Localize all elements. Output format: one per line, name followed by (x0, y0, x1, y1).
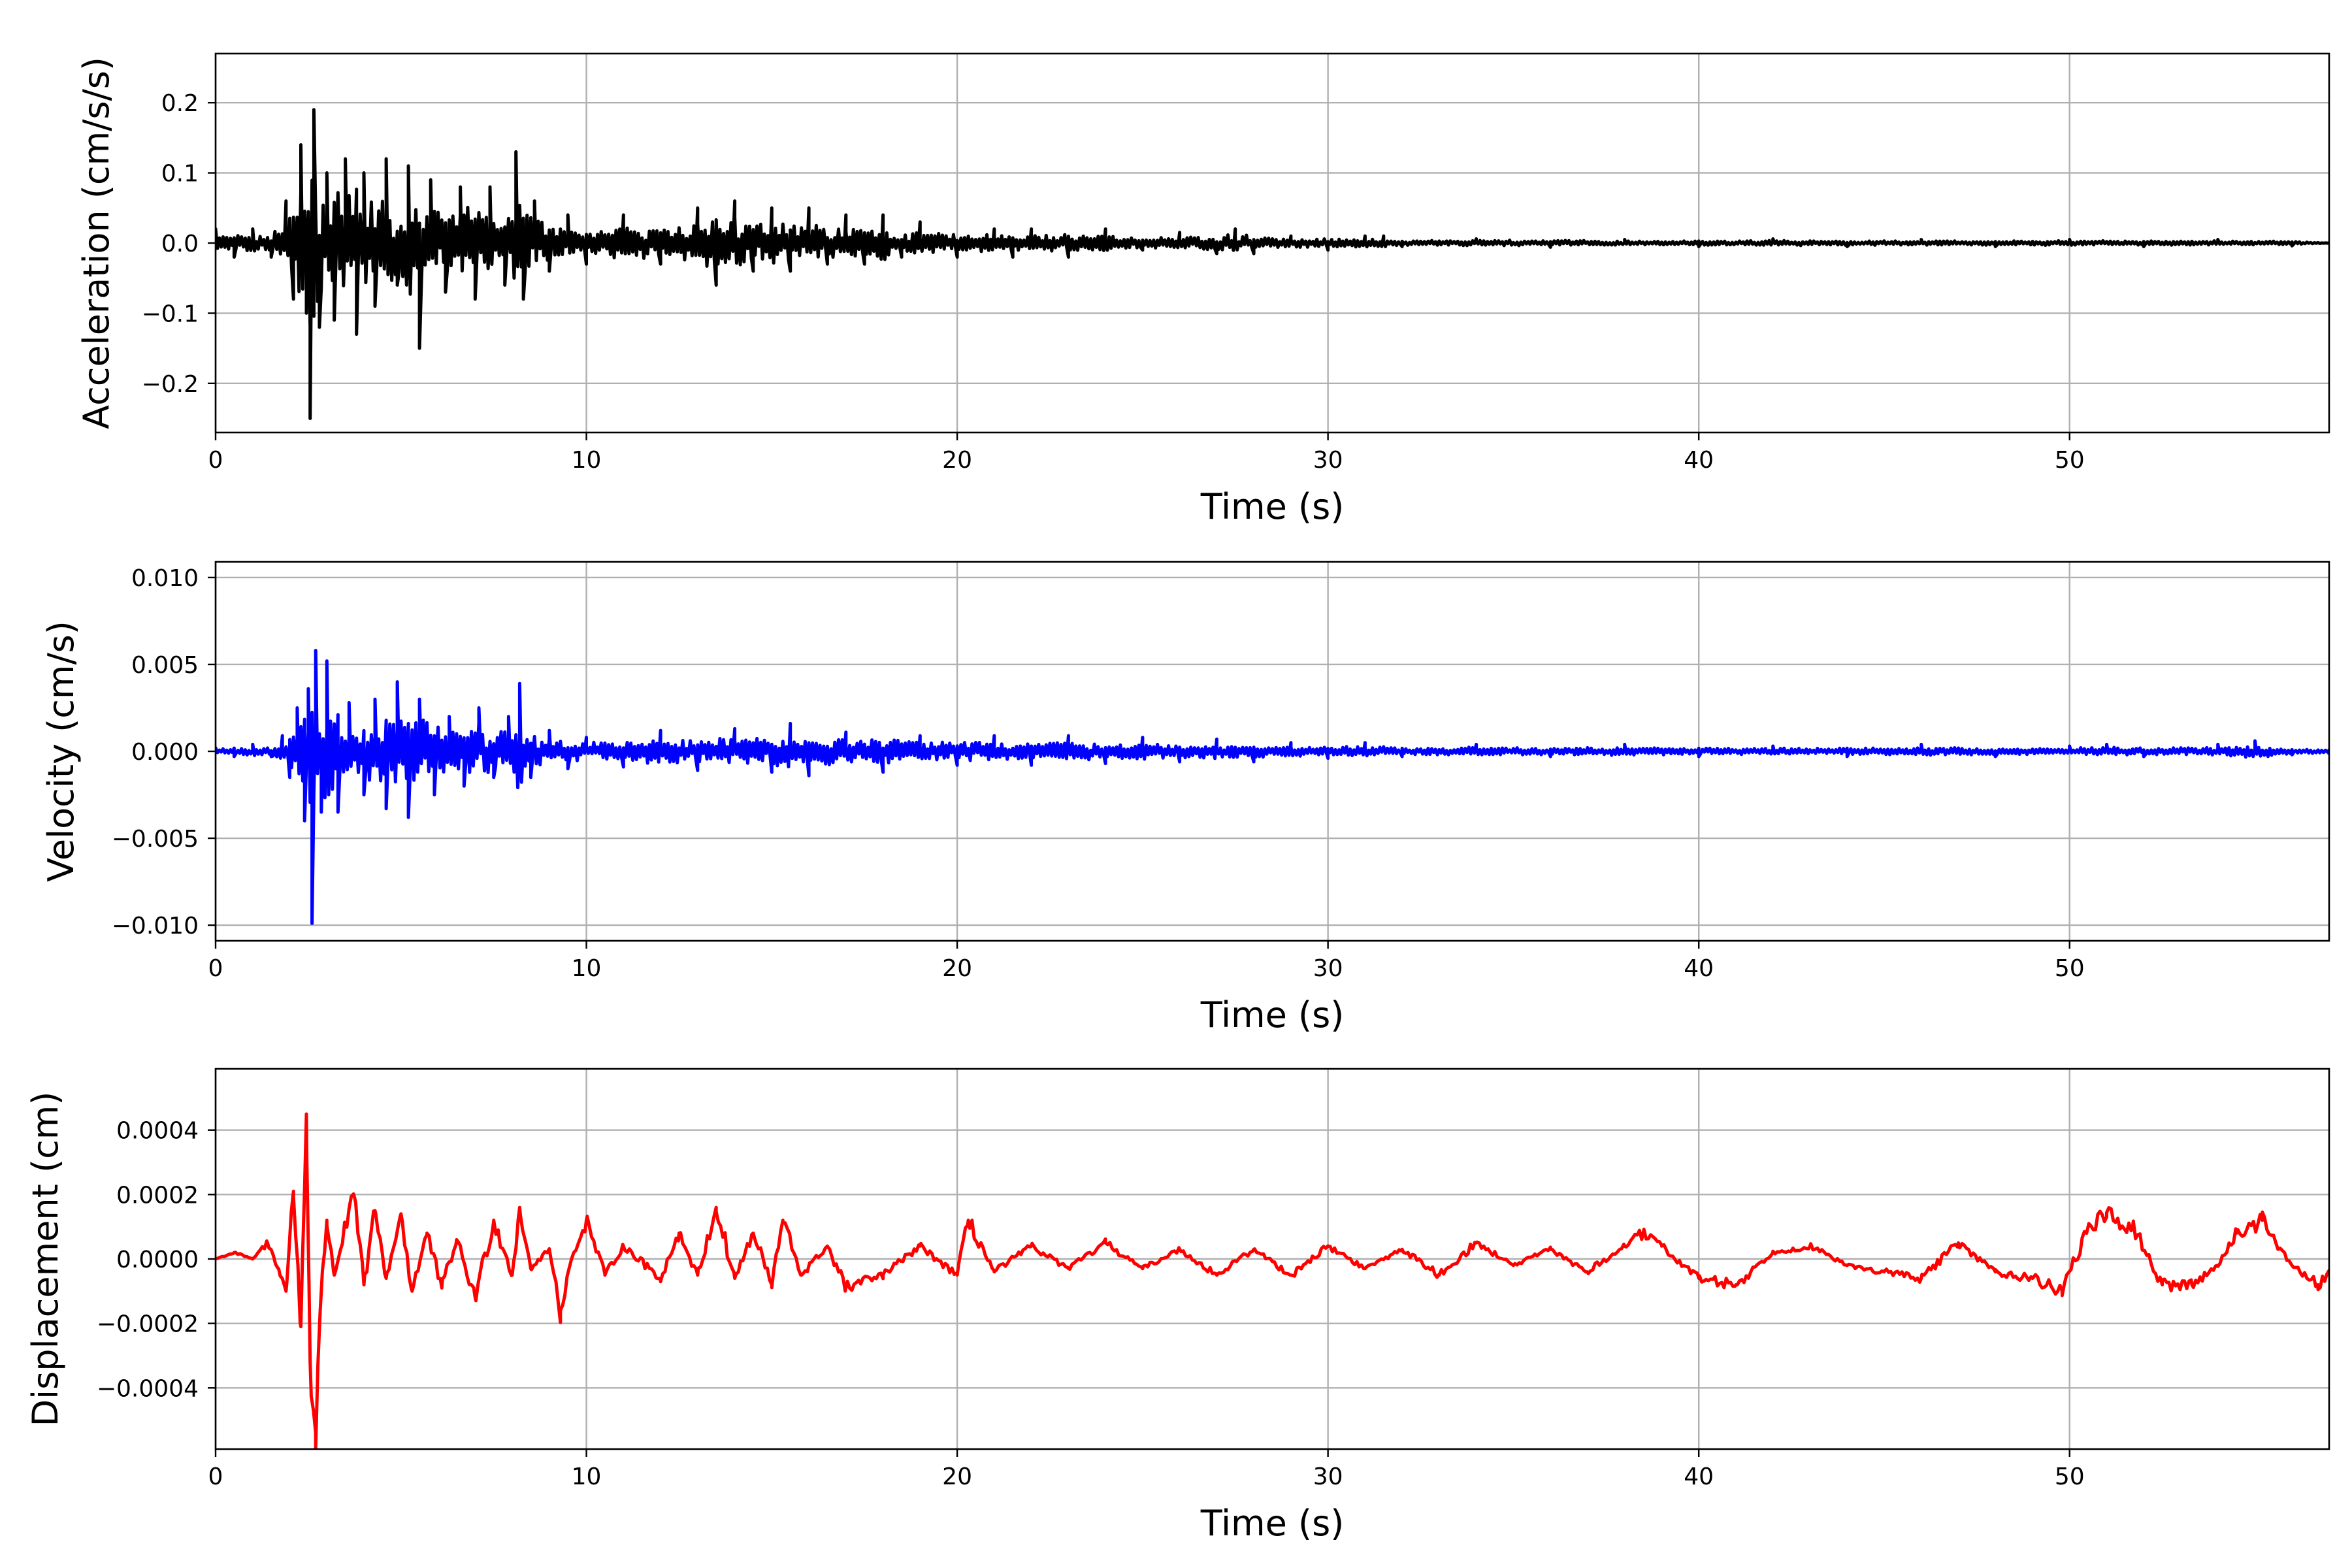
displacement-series-line (216, 1112, 2329, 1449)
x-tick-label: 40 (1684, 447, 1714, 474)
y-tick-label: 0.0 (161, 231, 199, 257)
x-tick-label: 10 (572, 1463, 602, 1490)
x-axis-label: Time (s) (1200, 994, 1345, 1036)
x-tick-label: 50 (2055, 447, 2085, 474)
y-axis-label: Acceleration (cm/s/s) (76, 57, 117, 429)
y-tick-label: −0.0002 (97, 1311, 199, 1338)
x-tick-label: 40 (1684, 955, 1714, 982)
y-tick-label: 0.1 (161, 161, 199, 188)
x-tick-label: 40 (1684, 1463, 1714, 1490)
panel-acceleration: 0 10 20 30 40 50 0.2 0.1 0.0 −0.1 −0.2 Time (s) Acce… (76, 52, 2330, 527)
acceleration-series-line (216, 108, 2329, 420)
x-axis-label: Time (s) (1200, 1503, 1345, 1544)
y-tick-label: 0.0000 (116, 1247, 199, 1273)
x-tick-label: 20 (942, 955, 972, 982)
y-tick-label: 0.2 (161, 90, 199, 117)
y-tick-label: −0.005 (112, 826, 199, 853)
x-tick-label: 10 (572, 955, 602, 982)
x-tick-label: 50 (2055, 955, 2085, 982)
x-tick-label: 30 (1313, 447, 1343, 474)
y-tick-label: 0.005 (131, 652, 199, 679)
y-tick-label: −0.2 (142, 371, 199, 398)
panel-displacement: 0 10 20 30 40 50 0.0004 0.0002 0.0000 −0.0002 −0.0… (25, 1068, 2330, 1544)
x-tick-label: 0 (208, 1463, 223, 1490)
y-tick-label: 0.0004 (116, 1118, 199, 1145)
y-tick-label: 0.000 (131, 739, 199, 766)
x-tick-label: 20 (942, 447, 972, 474)
y-axis-label: Velocity (cm/s) (41, 621, 82, 882)
velocity-series-line (216, 649, 2329, 925)
y-tick-label: −0.010 (112, 913, 199, 939)
y-tick-label: 0.0002 (116, 1182, 199, 1209)
x-tick-label: 30 (1313, 955, 1343, 982)
x-tick-label: 30 (1313, 1463, 1343, 1490)
panel-velocity: 0 10 20 30 40 50 0.010 0.005 0.000 −0.005 −0.010 Ti… (41, 561, 2330, 1036)
x-tick-label: 20 (942, 1463, 972, 1490)
x-tick-label: 0 (208, 955, 223, 982)
y-tick-label: −0.1 (142, 301, 199, 327)
x-tick-label: 50 (2055, 1463, 2085, 1490)
y-tick-label: 0.010 (131, 565, 199, 592)
panels-group: 0 10 20 30 40 50 0.2 0.1 0.0 −0.1 −0.2 Time (s) Acce… (25, 52, 2330, 1544)
x-tick-label: 0 (208, 447, 223, 474)
y-axis-label: Displacement (cm) (25, 1092, 66, 1427)
x-axis-label: Time (s) (1200, 486, 1345, 527)
x-tick-label: 10 (572, 447, 602, 474)
y-tick-label: −0.0004 (97, 1375, 199, 1402)
